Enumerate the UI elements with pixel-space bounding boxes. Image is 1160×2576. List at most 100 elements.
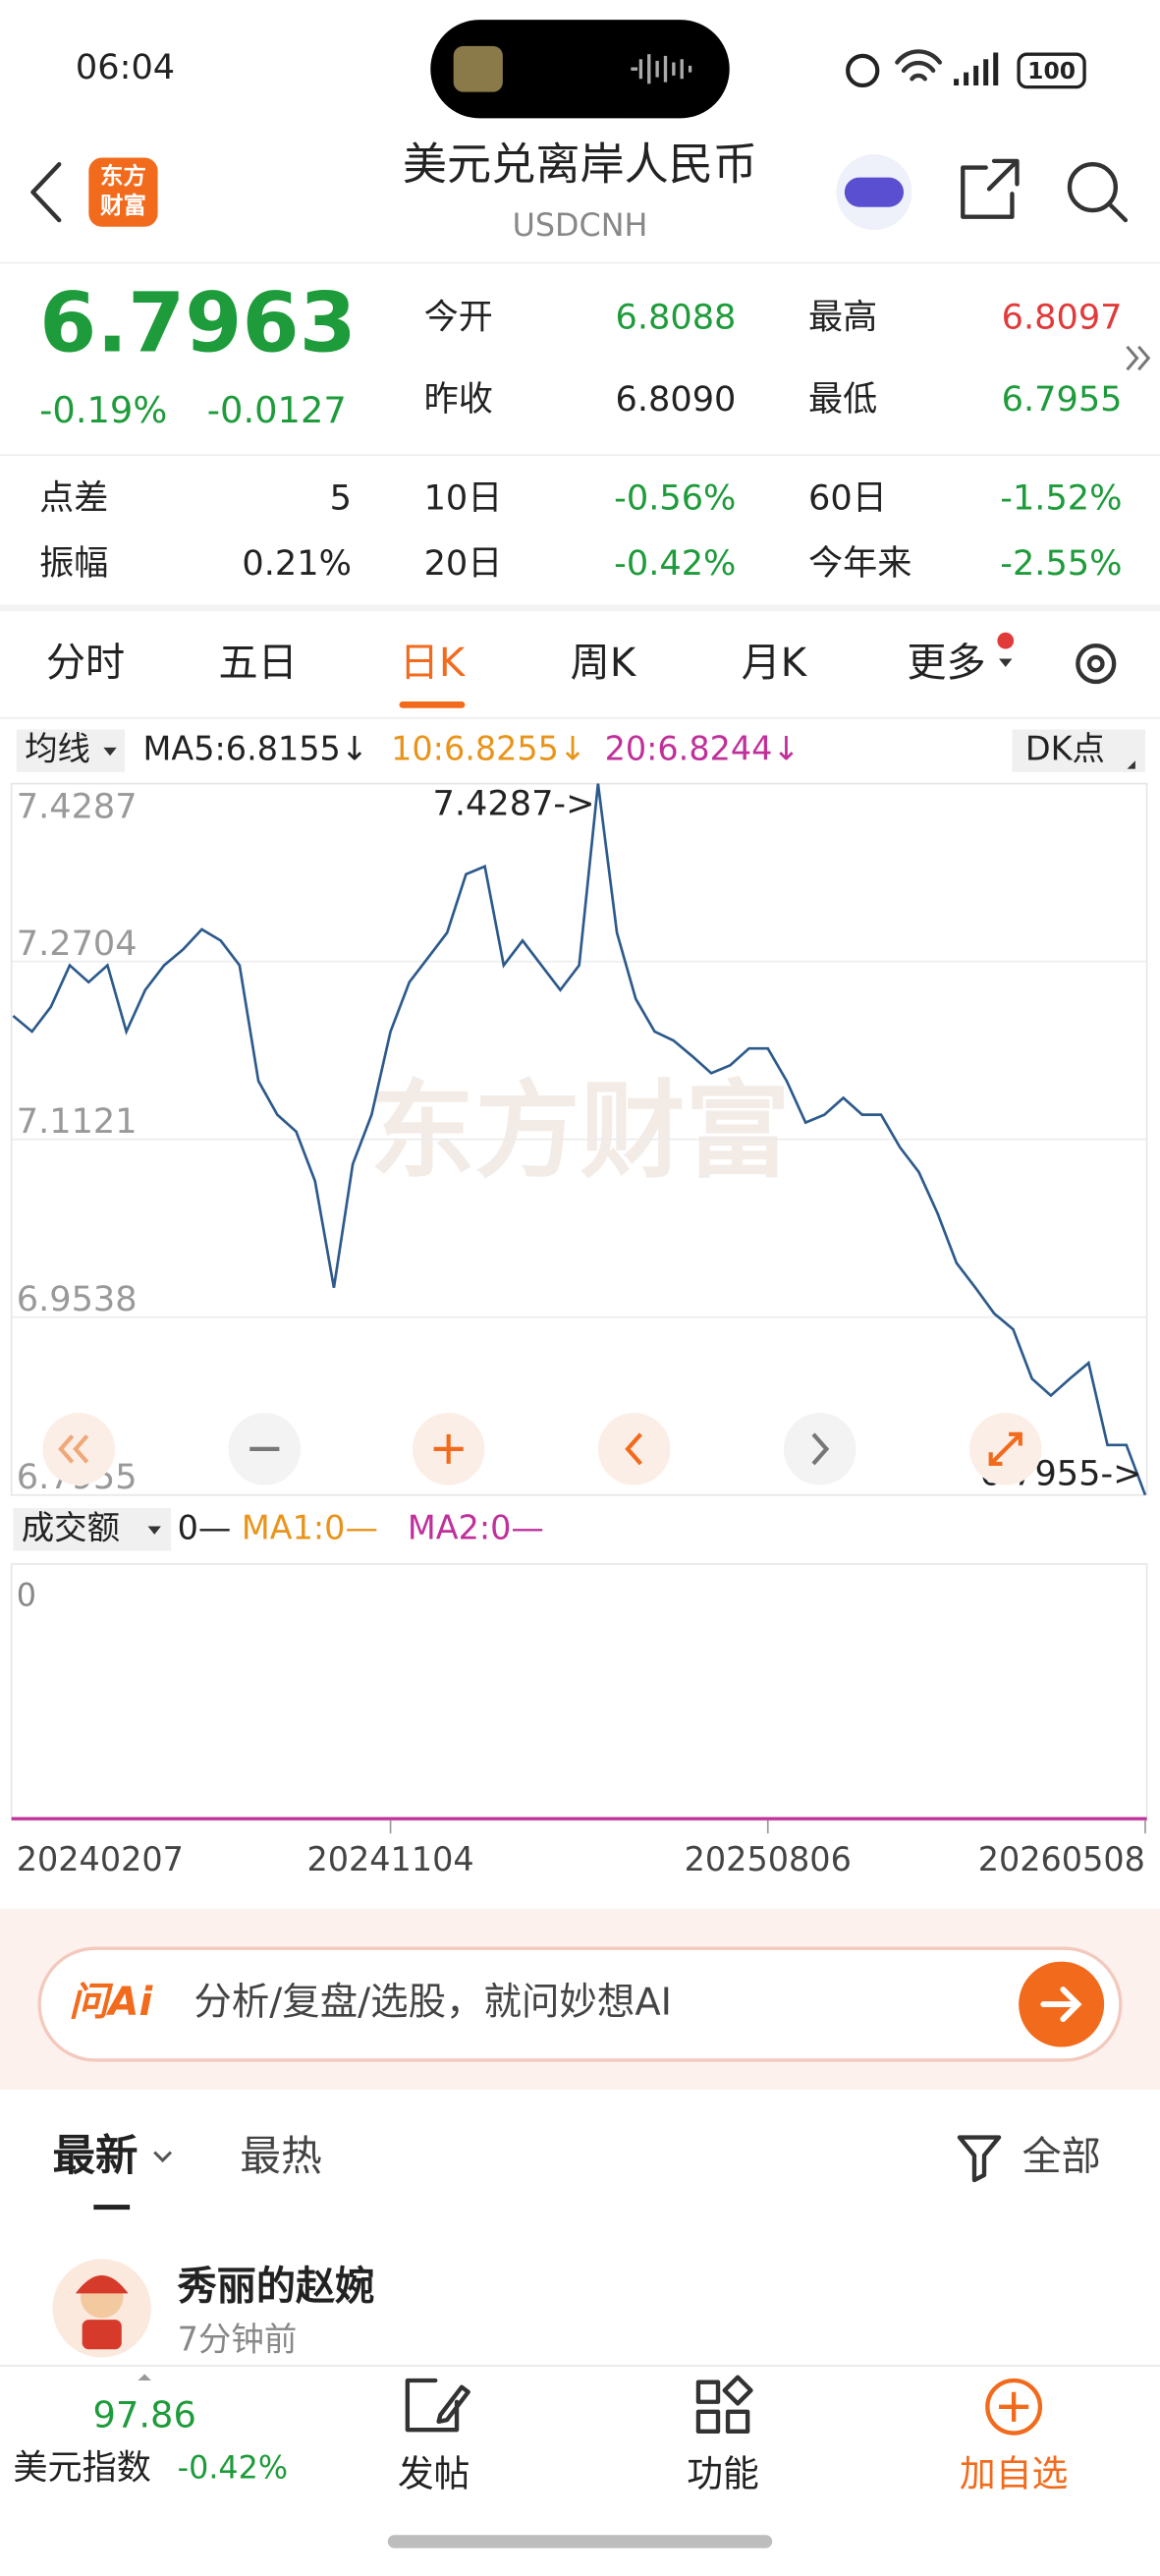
stat-label: 20日 <box>424 543 503 584</box>
ma10-label: 10:6.8255↓ <box>391 730 586 768</box>
price-line <box>12 783 1147 1496</box>
dropdown-arrow <box>103 747 117 756</box>
signal-icon <box>954 52 999 85</box>
settings-icon <box>1086 654 1105 673</box>
period-tab[interactable]: 五日 <box>218 641 297 686</box>
share-button[interactable] <box>961 158 1020 219</box>
period-tab[interactable]: 周K <box>571 641 637 686</box>
dk-corner <box>1127 760 1135 769</box>
avatar-hat <box>75 2274 129 2294</box>
status-time: 06:04 <box>76 47 175 87</box>
stat-value: 6.8088 <box>616 297 737 337</box>
dropdown-arrow <box>147 1526 161 1535</box>
search-handle <box>1106 201 1129 223</box>
move-left[interactable] <box>597 1413 671 1485</box>
feed-tab[interactable]: 最热 <box>240 2132 322 2180</box>
settings-button[interactable] <box>1076 643 1117 685</box>
stat-label: 10日 <box>424 477 503 518</box>
stat-label: 振幅 <box>39 543 108 584</box>
logo-text: 财富 <box>100 192 146 219</box>
feed-filter[interactable]: 全部 <box>1022 2134 1100 2179</box>
index-change: -0.42% <box>178 2450 288 2486</box>
stat-label: 点差 <box>39 477 108 518</box>
y-tick-label: 7.2704 <box>17 924 138 964</box>
y-tick-label: 6.9538 <box>17 1279 138 1319</box>
ask-input[interactable] <box>37 1946 1123 2062</box>
stat-label: 今开 <box>424 297 493 337</box>
add-icon <box>985 2378 1043 2436</box>
badge-dot <box>997 632 1015 649</box>
period-tabs: 分时 五日 日K 周K 月K 更多 <box>46 641 1013 708</box>
stat-label: 昨收 <box>424 379 493 420</box>
change-amount: -0.0127 <box>207 389 347 431</box>
icon <box>58 1434 89 1464</box>
ask-placeholder: 分析/复盘/选股，就问妙想AI <box>193 1981 672 2025</box>
add-icon-plus <box>999 2391 1029 2422</box>
expand-arrow[interactable] <box>1126 345 1151 371</box>
volume-selector[interactable] <box>13 1508 171 1551</box>
dk-label: DK点 <box>1025 730 1105 768</box>
ma-selector-label: 均线 <box>25 730 90 768</box>
stat-value: -1.52% <box>1000 477 1122 518</box>
search-button[interactable] <box>1067 162 1119 213</box>
x-tick-label: 20240207 <box>17 1840 184 1878</box>
volume-selector-label: 成交额 <box>22 1508 120 1546</box>
period-tab[interactable]: 月K <box>742 641 808 686</box>
bottom-item[interactable]: 加自选 <box>960 2453 1068 2495</box>
zoom-controls <box>42 1413 1042 1485</box>
wifi-icon <box>895 49 943 82</box>
volume-tick: 0 <box>17 1578 36 1613</box>
symbol-code: USDCNH <box>513 208 648 244</box>
icon <box>1040 1987 1082 2023</box>
island-thumb <box>453 45 503 92</box>
move-right[interactable] <box>783 1413 856 1485</box>
bottom-item[interactable]: 功能 <box>687 2453 759 2495</box>
app-logo <box>88 157 158 227</box>
change-percent: -0.19% <box>39 389 167 431</box>
stat-label: 60日 <box>808 477 887 518</box>
stat-label: 最高 <box>808 297 877 337</box>
stat-label: 今年来 <box>808 543 911 584</box>
logo-text: 东方 <box>100 162 146 190</box>
y-tick-label: 7.1121 <box>17 1101 138 1142</box>
island-wave <box>631 54 692 84</box>
feed-tab-active[interactable]: 最新 <box>53 2132 138 2181</box>
watermark: 东方财富 <box>369 1071 790 1193</box>
home-indicator <box>387 2535 773 2548</box>
x-tick-label: 20260508 <box>978 1840 1145 1878</box>
back-button[interactable] <box>30 162 62 223</box>
kline-chart: 东方财富7.42877.27047.11216.95386.79557.4287… <box>11 783 1147 1497</box>
stat-value: 6.8097 <box>1002 297 1123 337</box>
volume-legend: 0— <box>178 1508 232 1546</box>
stat-value: 6.8090 <box>616 379 737 420</box>
ma20-label: 20:6.8244↓ <box>605 730 801 768</box>
post-author[interactable]: 秀丽的赵婉 <box>177 2264 375 2309</box>
zoom-first[interactable] <box>42 1413 116 1485</box>
date-axis: 20240207 20241104 20250806 20260508 <box>17 1820 1146 1878</box>
index-value[interactable]: 97.86 <box>93 2393 196 2436</box>
last-price: 6.7963 <box>39 274 357 370</box>
post-time: 7分钟前 <box>178 2320 298 2358</box>
x-tick-label: 20250806 <box>685 1840 852 1878</box>
function-icon <box>695 2375 753 2435</box>
stat-value: 0.21% <box>242 543 352 584</box>
filter-icon <box>957 2135 1002 2183</box>
dropdown-arrow <box>153 2151 173 2163</box>
tab-underline <box>399 701 466 708</box>
dk-button[interactable] <box>1012 729 1145 772</box>
period-tab[interactable]: 分时 <box>46 641 125 686</box>
period-tab[interactable]: 更多 <box>907 641 985 686</box>
icon <box>811 1432 830 1466</box>
icon <box>625 1432 642 1466</box>
x-tick-label: 20241104 <box>306 1840 473 1878</box>
period-tab[interactable]: 日K <box>400 641 467 686</box>
ask-logo: 问Ai <box>69 1980 153 2025</box>
stat-value: 6.7955 <box>1002 379 1123 420</box>
post-icon <box>405 2378 470 2433</box>
index-name[interactable]: 美元指数 <box>13 2447 150 2488</box>
dynamic-island <box>430 20 730 119</box>
bottom-item[interactable]: 发帖 <box>398 2453 470 2495</box>
